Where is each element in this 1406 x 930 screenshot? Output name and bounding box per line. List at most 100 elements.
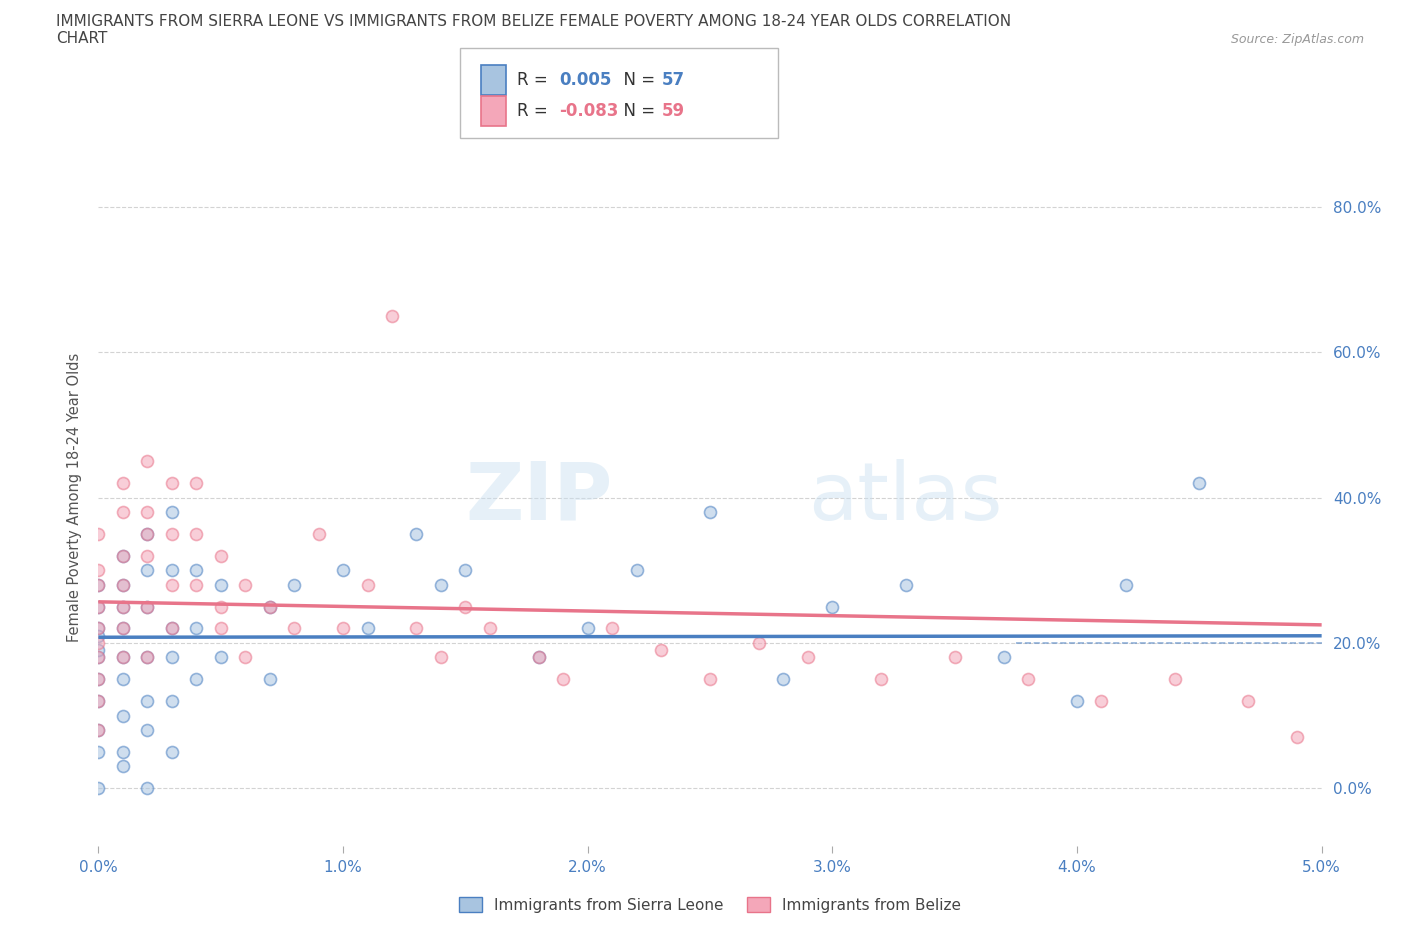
Point xyxy=(160,578,183,592)
Text: R =: R = xyxy=(517,101,554,120)
Text: ZIP: ZIP xyxy=(465,458,612,537)
Point xyxy=(993,650,1015,665)
Point xyxy=(87,578,110,592)
Point xyxy=(870,671,893,686)
Text: N =: N = xyxy=(613,71,661,89)
Point xyxy=(87,694,110,709)
Point xyxy=(1115,578,1137,592)
Point xyxy=(527,650,550,665)
Point xyxy=(454,563,477,578)
Point xyxy=(943,650,966,665)
Point xyxy=(332,563,354,578)
Point xyxy=(797,650,820,665)
Point xyxy=(136,599,159,614)
Point xyxy=(136,505,159,520)
Point xyxy=(650,643,672,658)
Point xyxy=(1066,694,1088,709)
Point xyxy=(136,650,159,665)
Point xyxy=(553,671,575,686)
Point xyxy=(111,621,134,636)
Point xyxy=(209,650,232,665)
Point xyxy=(160,621,183,636)
Point xyxy=(87,621,110,636)
Point xyxy=(111,650,134,665)
Point xyxy=(136,526,159,541)
Point xyxy=(233,578,256,592)
Text: Source: ZipAtlas.com: Source: ZipAtlas.com xyxy=(1230,33,1364,46)
Point xyxy=(186,526,208,541)
Point xyxy=(1237,694,1260,709)
Point xyxy=(160,505,183,520)
Point xyxy=(259,671,281,686)
Point xyxy=(87,744,110,759)
Point xyxy=(381,309,404,324)
Text: IMMIGRANTS FROM SIERRA LEONE VS IMMIGRANTS FROM BELIZE FEMALE POVERTY AMONG 18-2: IMMIGRANTS FROM SIERRA LEONE VS IMMIGRAN… xyxy=(56,14,1011,29)
Point xyxy=(111,475,134,490)
Point xyxy=(1188,475,1211,490)
Point xyxy=(160,526,183,541)
Point xyxy=(209,621,232,636)
Legend: Immigrants from Sierra Leone, Immigrants from Belize: Immigrants from Sierra Leone, Immigrants… xyxy=(453,891,967,919)
Point xyxy=(405,621,427,636)
Point xyxy=(111,671,134,686)
Point xyxy=(186,671,208,686)
Point xyxy=(356,578,378,592)
Point xyxy=(136,781,159,796)
Point xyxy=(111,599,134,614)
Point xyxy=(87,628,110,643)
Point xyxy=(527,650,550,665)
Point xyxy=(136,563,159,578)
Point xyxy=(87,694,110,709)
Text: -0.083: -0.083 xyxy=(560,101,619,120)
Point xyxy=(308,526,330,541)
Point xyxy=(894,578,917,592)
Point xyxy=(111,759,134,774)
Point xyxy=(160,650,183,665)
Point xyxy=(111,599,134,614)
Point xyxy=(430,578,453,592)
Point xyxy=(821,599,844,614)
Point xyxy=(259,599,281,614)
Point xyxy=(209,578,232,592)
Point xyxy=(699,671,721,686)
Y-axis label: Female Poverty Among 18-24 Year Olds: Female Poverty Among 18-24 Year Olds xyxy=(67,352,83,643)
Point xyxy=(87,599,110,614)
Point xyxy=(87,650,110,665)
Point xyxy=(87,650,110,665)
Point xyxy=(160,563,183,578)
Point xyxy=(160,744,183,759)
Point xyxy=(1164,671,1187,686)
Text: N =: N = xyxy=(613,101,661,120)
Point xyxy=(136,599,159,614)
Point xyxy=(111,505,134,520)
Point xyxy=(699,505,721,520)
Point xyxy=(87,671,110,686)
Point xyxy=(186,578,208,592)
Point xyxy=(259,599,281,614)
Point xyxy=(136,650,159,665)
Text: R =: R = xyxy=(517,71,554,89)
Point xyxy=(111,549,134,564)
Point xyxy=(87,635,110,650)
Point xyxy=(1090,694,1112,709)
Point xyxy=(1286,730,1309,745)
Point xyxy=(233,650,256,665)
Point xyxy=(1017,671,1039,686)
Point xyxy=(136,723,159,737)
Point xyxy=(160,475,183,490)
Point xyxy=(111,549,134,564)
Text: CHART: CHART xyxy=(56,31,108,46)
Text: 59: 59 xyxy=(662,101,685,120)
Point xyxy=(136,694,159,709)
Point xyxy=(111,744,134,759)
Point xyxy=(87,578,110,592)
Point xyxy=(87,621,110,636)
Point xyxy=(356,621,378,636)
Point xyxy=(283,578,305,592)
Point xyxy=(111,708,134,723)
Point xyxy=(405,526,427,541)
Point xyxy=(87,526,110,541)
Point xyxy=(87,599,110,614)
Point xyxy=(111,578,134,592)
Point xyxy=(87,643,110,658)
